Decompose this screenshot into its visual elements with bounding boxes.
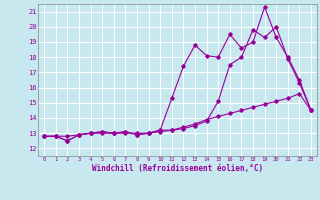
X-axis label: Windchill (Refroidissement éolien,°C): Windchill (Refroidissement éolien,°C) bbox=[92, 164, 263, 173]
